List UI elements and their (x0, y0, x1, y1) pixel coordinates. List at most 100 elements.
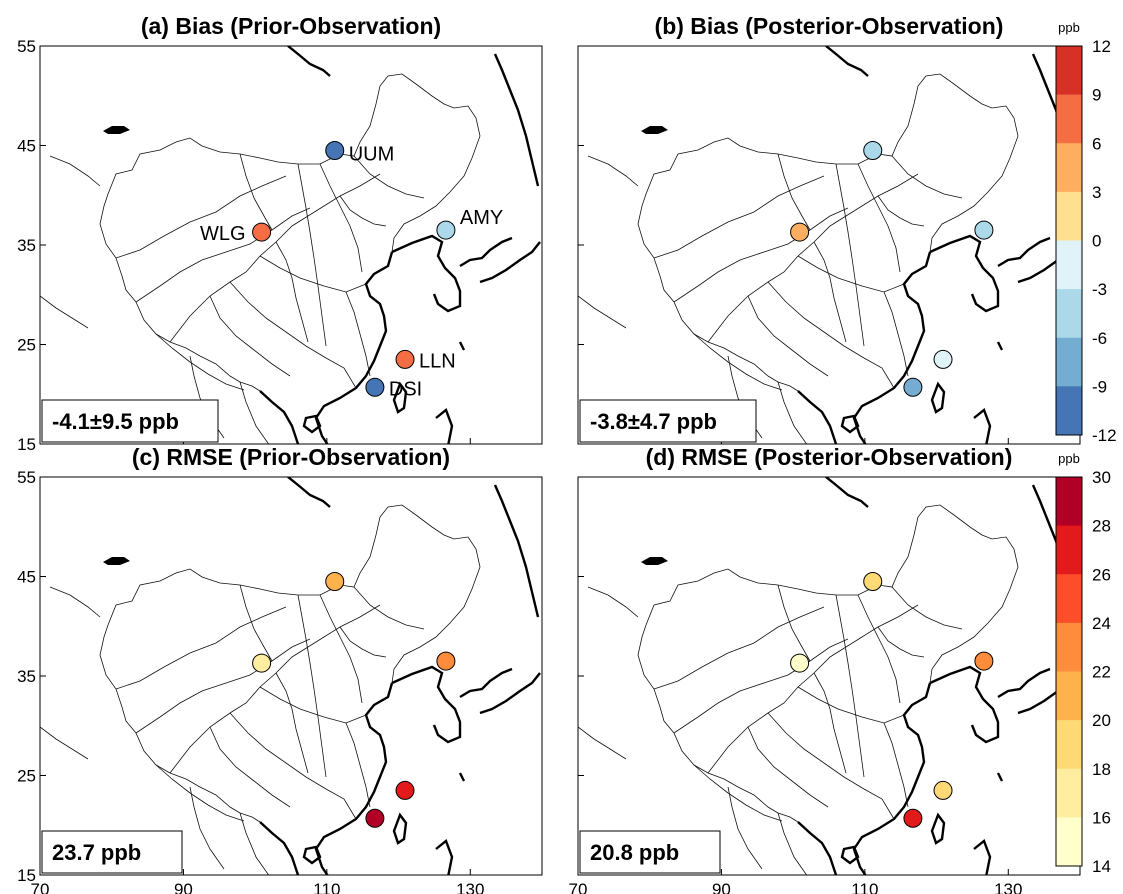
colorbar-tick-label: -3 (1092, 280, 1107, 299)
colorbar-segment (1056, 46, 1082, 96)
station-marker-dsi (903, 808, 923, 828)
station-marker-dsi (903, 377, 923, 397)
colorbar-tick-label: 3 (1092, 183, 1101, 202)
colorbar-tick-label: 18 (1092, 760, 1111, 779)
map-background (40, 477, 542, 875)
summary-box (41, 830, 183, 874)
station-marker-uum (325, 571, 345, 591)
colorbar-tick-label: 6 (1092, 134, 1101, 153)
colorbar-2: ppb 30 28 26 24 22 20 18 16 14 (1055, 451, 1111, 876)
station-marker-dsi (365, 808, 385, 828)
colorbar-tick-label: 20 (1092, 711, 1111, 730)
y-tick-label: 15 (17, 435, 36, 454)
station-label-uum: UUM (349, 143, 395, 165)
colorbar-segment (1056, 817, 1082, 867)
colorbar-segment (1056, 622, 1082, 672)
colorbar-tick-label: 0 (1092, 232, 1101, 251)
panel-title: (a) Bias (Prior-Observation) (141, 13, 441, 39)
summary-box (579, 399, 757, 443)
colorbar-segment (1056, 94, 1082, 144)
station-marker-amy (436, 651, 456, 671)
panel-title: (b) Bias (Posterior-Observation) (655, 13, 1004, 39)
y-tick-label: 15 (17, 866, 36, 885)
colorbar-tick-label: 30 (1092, 468, 1111, 487)
map-panel-a: (a) Bias (Prior-Observation) 55 45 35 25 15 UU… (17, 13, 543, 454)
colorbar-tick-label: 24 (1092, 614, 1111, 633)
station-marker-uum (325, 140, 345, 160)
map-background (40, 46, 542, 444)
colorbar-segment (1056, 191, 1082, 241)
x-tick-label: 70 (31, 880, 50, 894)
colorbar-segment (1056, 574, 1082, 624)
colorbar-tick-label: 28 (1092, 517, 1111, 536)
colorbar-segment (1056, 386, 1082, 436)
colorbar-segment (1056, 143, 1082, 193)
map-background (578, 46, 1080, 444)
colorbar-tick-label: 16 (1092, 808, 1111, 827)
x-tick-label: 70 (569, 880, 588, 894)
colorbar-segment (1056, 240, 1082, 290)
x-tick-label: 110 (313, 880, 340, 894)
colorbar-segment (1056, 289, 1082, 339)
colorbar-unit: ppb (1058, 20, 1080, 35)
y-tick-label: 55 (17, 468, 36, 487)
station-label-lln: LLN (419, 350, 456, 372)
station-marker-amy (974, 651, 994, 671)
summary-stat: 23.7 ppb (52, 840, 141, 865)
x-tick-label: 130 (994, 880, 1022, 894)
colorbar-tick-label: 12 (1092, 37, 1111, 56)
y-tick-label: 55 (17, 37, 36, 56)
summary-box (579, 830, 721, 874)
colorbar-unit: ppb (1058, 451, 1080, 466)
station-marker-wlg (252, 653, 272, 673)
x-tick-label: 110 (851, 880, 878, 894)
station-marker-uum (863, 140, 883, 160)
x-tick-label: 90 (712, 880, 731, 894)
summary-stat: -3.8±4.7 ppb (590, 409, 717, 434)
station-label-amy: AMY (460, 207, 503, 229)
station-marker-wlg (252, 222, 272, 242)
colorbar-segment (1056, 720, 1082, 770)
colorbar-segment (1056, 337, 1082, 387)
colorbar-segment (1056, 671, 1082, 721)
station-marker-wlg (790, 653, 810, 673)
y-tick-label: 35 (17, 667, 36, 686)
station-marker-amy (974, 220, 994, 240)
station-label-wlg: WLG (200, 223, 246, 245)
panel-title: (d) RMSE (Posterior-Observation) (646, 444, 1013, 470)
x-tick-label: 130 (456, 880, 484, 894)
map-panel-d: (d) RMSE (Posterior-Observation) 70 90 110 1… (569, 444, 1081, 894)
station-marker-amy (436, 220, 456, 240)
colorbar-frame (1055, 476, 1083, 867)
colorbar-tick-label: -6 (1092, 329, 1107, 348)
summary-stat: 20.8 ppb (590, 840, 679, 865)
colorbar-1: ppb 12 9 6 3 0 -3 -6 -9 -12 (1055, 20, 1117, 445)
summary-stat: -4.1±9.5 ppb (52, 409, 179, 434)
station-marker-lln (933, 780, 953, 800)
colorbar-tick-label: 22 (1092, 663, 1111, 682)
colorbar-frame (1055, 45, 1083, 436)
colorbar-segment (1056, 768, 1082, 818)
colorbar-tick-label: -12 (1092, 426, 1117, 445)
summary-box (41, 399, 219, 443)
colorbar-tick-label: 9 (1092, 86, 1101, 105)
panel-title: (c) RMSE (Prior-Observation) (132, 444, 450, 470)
map-background (578, 477, 1080, 875)
y-tick-label: 45 (17, 568, 36, 587)
colorbar-tick-label: -9 (1092, 377, 1107, 396)
colorbar-segment (1056, 525, 1082, 575)
station-label-dsi: DSI (389, 378, 422, 400)
y-tick-label: 35 (17, 236, 36, 255)
y-tick-label: 45 (17, 137, 36, 156)
map-panel-b: (b) Bias (Posterior-Observation) -3.8±4.7… (577, 13, 1081, 445)
x-tick-label: 90 (174, 880, 193, 894)
station-marker-lln (395, 349, 415, 369)
colorbar-tick-label: 14 (1092, 857, 1111, 876)
map-panel-c: (c) RMSE (Prior-Observation) 55 45 35 25 1570… (17, 444, 543, 894)
station-marker-lln (395, 780, 415, 800)
colorbar-segment (1056, 477, 1082, 527)
station-marker-uum (863, 571, 883, 591)
station-marker-lln (933, 349, 953, 369)
y-tick-label: 25 (17, 767, 36, 786)
